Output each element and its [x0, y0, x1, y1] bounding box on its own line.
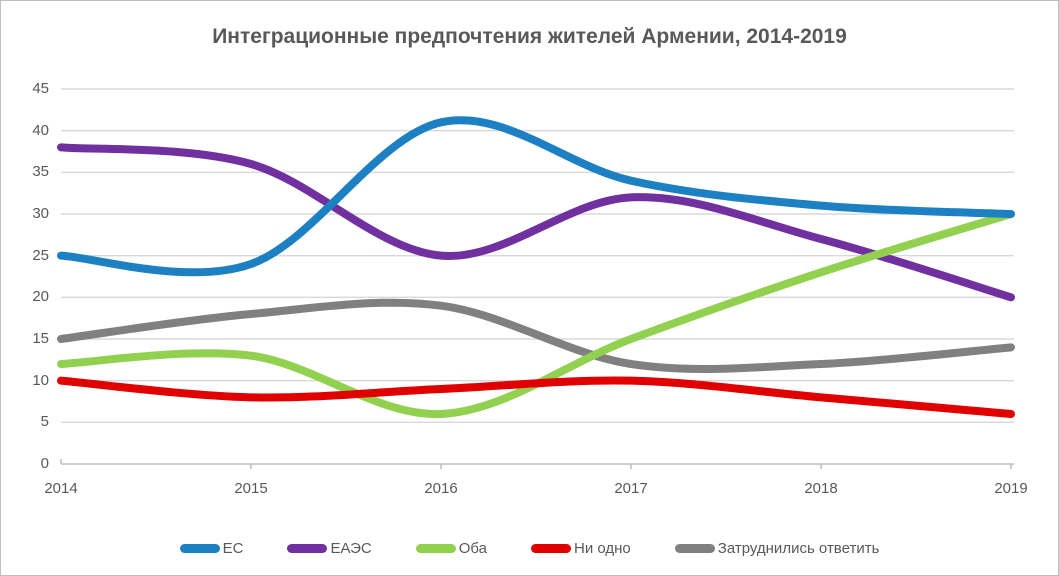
- legend-item-Ни одно: Ни одно: [531, 540, 631, 557]
- y-axis-tick-label: 20: [32, 288, 49, 306]
- chart-title: Интеграционные предпочтения жителей Арме…: [212, 25, 847, 48]
- legend-swatch-icon: [179, 544, 220, 553]
- y-axis-tick-label: 45: [32, 80, 49, 97]
- legend-item-ЕС: ЕС: [179, 540, 244, 557]
- y-axis-tick-label: 10: [32, 371, 49, 389]
- legend-swatch-icon: [415, 544, 456, 553]
- x-axis-tick-label: 2015: [234, 480, 268, 497]
- legend-label: Затруднились ответить: [717, 540, 880, 557]
- y-axis-tick-label: 30: [32, 205, 49, 222]
- legend-label: ЕАЭС: [330, 540, 372, 557]
- series-line-Затруднились ответить: [57, 298, 1015, 373]
- legend-item-Затруднились ответить: Затруднились ответить: [674, 540, 880, 557]
- legend-swatch-icon: [674, 544, 715, 553]
- legend: ЕС ЕАЭС Оба Ни одно Затруднились ответить: [1, 540, 1058, 557]
- x-axis-tick-label: 2016: [424, 480, 458, 497]
- series-line-ЕС: [57, 116, 1015, 277]
- x-axis-tick-label: 2017: [614, 480, 648, 497]
- legend-item-ЕАЭС: ЕАЭС: [287, 540, 372, 557]
- y-axis-tick-label: 35: [32, 163, 49, 181]
- x-axis-tick-label: 2019: [994, 480, 1028, 497]
- legend-label: Ни одно: [574, 540, 631, 557]
- legend-swatch-icon: [531, 544, 571, 553]
- y-axis-tick-label: 40: [32, 121, 49, 139]
- y-axis-tick-label: 25: [32, 246, 49, 264]
- x-axis-tick-label: 2018: [804, 480, 838, 497]
- y-axis-tick-label: 5: [40, 413, 49, 431]
- y-axis-tick-label: 15: [32, 330, 49, 347]
- legend-label: Оба: [458, 540, 487, 557]
- legend-label: ЕС: [222, 540, 244, 557]
- legend-swatch-icon: [287, 544, 328, 553]
- series-line-ЕАЭС: [57, 143, 1015, 302]
- legend-item-Оба: Оба: [415, 540, 487, 557]
- x-axis-tick-label: 2014: [44, 480, 78, 497]
- y-axis-tick-label: 0: [40, 455, 49, 472]
- series-line-Ни одно: [57, 376, 1015, 418]
